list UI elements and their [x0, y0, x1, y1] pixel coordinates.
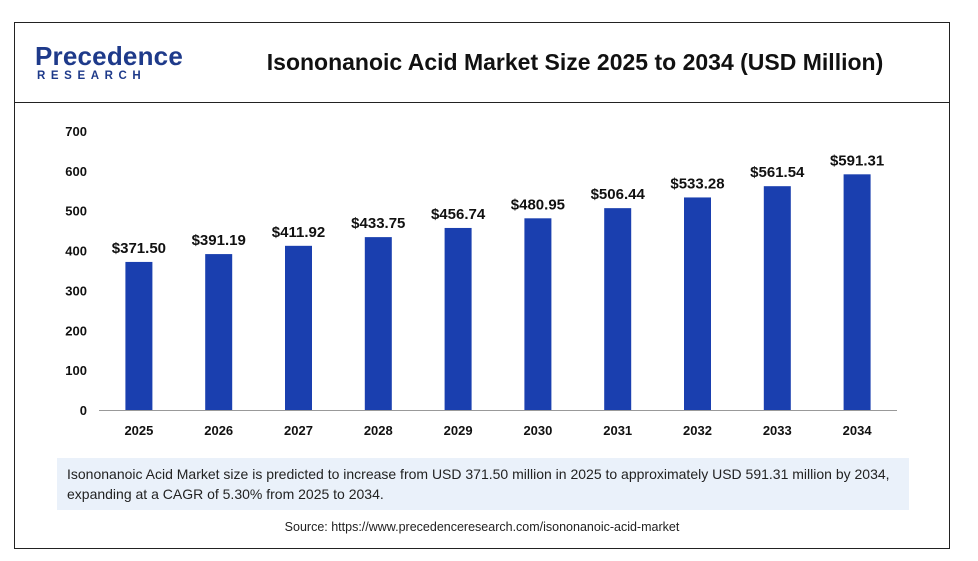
y-tick-label: 500	[65, 204, 87, 219]
x-tick-label: 2025	[124, 423, 153, 438]
x-tick-label: 2030	[523, 423, 552, 438]
logo-wordmark: Precedence	[35, 41, 183, 71]
logo-subtitle: RESEARCH	[37, 70, 147, 82]
brand-logo: Precedence RESEARCH	[35, 43, 185, 87]
bar	[524, 218, 552, 410]
source-line: Source: https://www.precedenceresearch.c…	[284, 520, 680, 534]
data-label: $561.54	[750, 164, 805, 181]
bar-chart: 0 100 200 300 400 500 600 700 $371.50 2025 $391.19…	[65, 124, 897, 438]
data-label: $456.74	[431, 206, 486, 223]
bar	[364, 237, 392, 410]
chart-frame: Precedence RESEARCH Isononanoic Acid Mar…	[14, 22, 950, 549]
y-tick-label: 700	[65, 124, 87, 139]
bar	[444, 227, 472, 410]
bar	[125, 261, 153, 410]
x-tick-label: 2026	[204, 423, 233, 438]
data-label: $411.92	[272, 224, 325, 241]
y-tick-label: 0	[80, 403, 87, 418]
y-tick-label: 600	[65, 164, 87, 179]
bar	[205, 254, 233, 410]
data-label: $533.28	[670, 175, 724, 192]
data-label: $433.75	[351, 215, 405, 232]
bar	[684, 197, 711, 410]
bar	[604, 208, 632, 410]
y-tick-label: 300	[65, 283, 87, 298]
x-tick-label: 2027	[284, 423, 313, 438]
summary-note: Isononanoic Acid Market size is predicte…	[57, 458, 909, 510]
y-tick-label: 100	[65, 363, 87, 378]
x-tick-label: 2033	[763, 423, 792, 438]
bar	[843, 174, 871, 410]
x-tick-label: 2031	[603, 423, 632, 438]
data-label: $591.31	[830, 152, 884, 169]
x-tick-label: 2034	[843, 423, 873, 438]
bar	[763, 186, 791, 410]
y-tick-label: 200	[65, 323, 87, 338]
data-label: $391.19	[192, 232, 246, 249]
data-label: $480.95	[511, 196, 565, 213]
chart-title: Isononanoic Acid Market Size 2025 to 203…	[266, 49, 884, 75]
y-tick-label: 400	[65, 244, 87, 259]
x-tick-label: 2032	[683, 423, 712, 438]
data-label: $371.50	[112, 240, 166, 257]
data-label: $506.44	[591, 186, 646, 203]
header: Precedence RESEARCH Isononanoic Acid Mar…	[15, 23, 949, 103]
x-tick-label: 2029	[444, 423, 473, 438]
x-tick-label: 2028	[364, 423, 393, 438]
bar	[285, 245, 312, 410]
